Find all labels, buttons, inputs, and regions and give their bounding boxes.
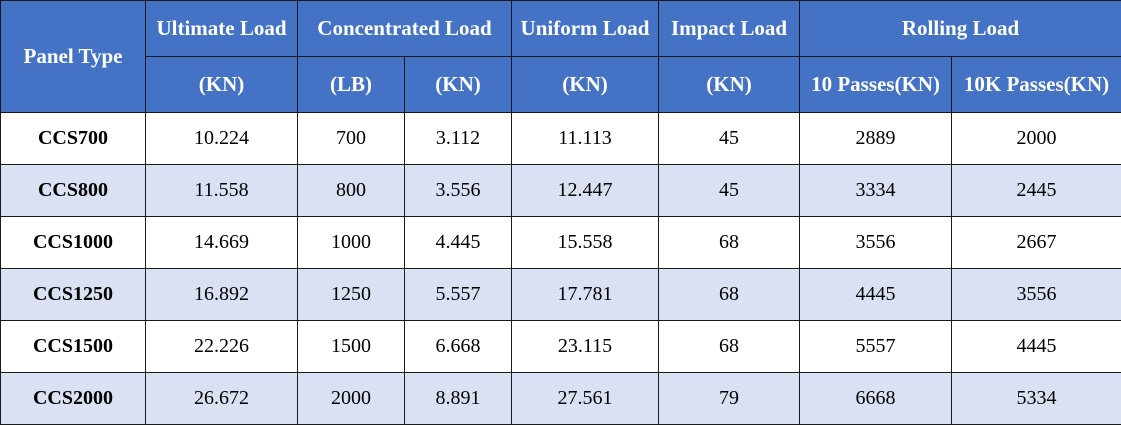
cell-rolling-10: 2889 xyxy=(799,112,953,165)
cell-concentrated-lb: 1500 xyxy=(297,320,405,373)
table-row: CCS1500 22.226 1500 6.668 23.115 68 5557… xyxy=(0,320,1121,373)
table-row: CCS1000 14.669 1000 4.445 15.558 68 3556… xyxy=(0,216,1121,269)
cell-panel-type: CCS2000 xyxy=(0,372,146,425)
cell-uniform: 27.561 xyxy=(511,372,660,425)
header-concentrated-load: Concentrated Load xyxy=(296,0,513,57)
cell-uniform: 23.115 xyxy=(511,320,660,373)
cell-rolling-10k: 5334 xyxy=(951,372,1121,425)
cell-panel-type: CCS1250 xyxy=(0,268,146,321)
header-ultimate-load: Ultimate Load xyxy=(145,0,298,57)
cell-impact: 68 xyxy=(658,320,801,373)
cell-rolling-10k: 3556 xyxy=(951,268,1121,321)
cell-concentrated-lb: 1250 xyxy=(297,268,405,321)
header-panel-type: Panel Type xyxy=(0,0,146,113)
header-row-units: (KN) (LB) (KN) (KN) (KN) 10 Passes(KN) 1… xyxy=(1,56,1121,113)
cell-rolling-10: 6668 xyxy=(799,372,953,425)
cell-rolling-10k: 4445 xyxy=(951,320,1121,373)
cell-concentrated-kn: 8.891 xyxy=(403,372,513,425)
unit-concentrated-kn: (KN) xyxy=(403,56,513,113)
cell-panel-type: CCS800 xyxy=(0,164,146,217)
cell-impact: 68 xyxy=(658,216,801,269)
cell-panel-type: CCS700 xyxy=(0,112,146,165)
unit-rolling-10-passes: 10 Passes(KN) xyxy=(799,56,953,113)
cell-impact: 45 xyxy=(658,112,801,165)
cell-rolling-10k: 2000 xyxy=(951,112,1121,165)
cell-uniform: 11.113 xyxy=(511,112,660,165)
cell-concentrated-lb: 700 xyxy=(297,112,405,165)
cell-concentrated-kn: 3.556 xyxy=(403,164,513,217)
cell-impact: 79 xyxy=(658,372,801,425)
header-uniform-load: Uniform Load xyxy=(511,0,660,57)
table-row: CCS700 10.224 700 3.112 11.113 45 2889 2… xyxy=(0,112,1121,165)
cell-concentrated-lb: 800 xyxy=(297,164,405,217)
unit-impact: (KN) xyxy=(658,56,801,113)
cell-concentrated-kn: 6.668 xyxy=(403,320,513,373)
cell-ultimate: 22.226 xyxy=(145,320,298,373)
cell-rolling-10: 3334 xyxy=(799,164,953,217)
cell-panel-type: CCS1000 xyxy=(0,216,146,269)
cell-ultimate: 14.669 xyxy=(145,216,298,269)
cell-concentrated-kn: 5.557 xyxy=(403,268,513,321)
table-row: CCS2000 26.672 2000 8.891 27.561 79 6668… xyxy=(0,372,1121,425)
header-row-titles: Panel Type Ultimate Load Concentrated Lo… xyxy=(0,0,1121,113)
unit-rolling-10k-passes: 10K Passes(KN) xyxy=(951,56,1121,113)
table-row: CCS1250 16.892 1250 5.557 17.781 68 4445… xyxy=(0,268,1121,321)
unit-uniform: (KN) xyxy=(511,56,660,113)
cell-panel-type: CCS1500 xyxy=(0,320,146,373)
cell-impact: 45 xyxy=(658,164,801,217)
cell-concentrated-kn: 4.445 xyxy=(403,216,513,269)
cell-rolling-10k: 2445 xyxy=(951,164,1121,217)
cell-rolling-10: 3556 xyxy=(799,216,953,269)
cell-uniform: 15.558 xyxy=(511,216,660,269)
cell-impact: 68 xyxy=(658,268,801,321)
cell-ultimate: 26.672 xyxy=(145,372,298,425)
cell-rolling-10: 4445 xyxy=(799,268,953,321)
table-row: CCS800 11.558 800 3.556 12.447 45 3334 2… xyxy=(0,164,1121,217)
cell-rolling-10k: 2667 xyxy=(951,216,1121,269)
cell-ultimate: 16.892 xyxy=(145,268,298,321)
unit-ultimate: (KN) xyxy=(145,56,298,113)
unit-concentrated-lb: (LB) xyxy=(297,56,405,113)
cell-ultimate: 10.224 xyxy=(145,112,298,165)
cell-concentrated-kn: 3.112 xyxy=(403,112,513,165)
header-rolling-load: Rolling Load xyxy=(799,0,1121,57)
cell-uniform: 12.447 xyxy=(511,164,660,217)
header-impact-load: Impact Load xyxy=(658,0,801,57)
cell-ultimate: 11.558 xyxy=(145,164,298,217)
cell-concentrated-lb: 1000 xyxy=(297,216,405,269)
cell-concentrated-lb: 2000 xyxy=(297,372,405,425)
cell-rolling-10: 5557 xyxy=(799,320,953,373)
cell-uniform: 17.781 xyxy=(511,268,660,321)
